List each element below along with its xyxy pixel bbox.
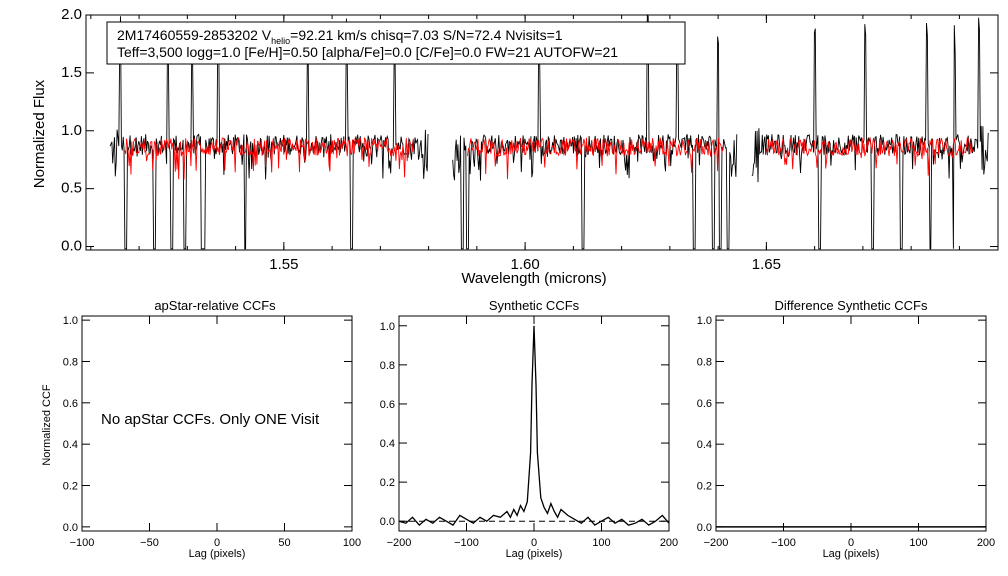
- spectrum-series-observed: [751, 17, 989, 250]
- spectrum-series-model: [467, 137, 724, 180]
- info-box: [106, 21, 686, 65]
- apstar-ccf-ytick-label: 0.0: [63, 522, 78, 534]
- spectrum-series-model: [766, 136, 974, 176]
- synthetic-ccf-xtick-label: 200: [660, 537, 678, 549]
- apstar-ccf-ytick-label: 1.0: [63, 315, 78, 327]
- difference-ccf-ytick-label: 1.0: [697, 315, 712, 327]
- synthetic-ccf-panel: Synthetic CCFs −200 −100 0 100 200 0.0 0.2 0.4 0…: [380, 298, 678, 560]
- synthetic-ccf-ytick-label: 0.0: [380, 516, 395, 528]
- difference-ccf-xtick-label: 0: [848, 537, 854, 549]
- synthetic-ccf-ytick-label: 0.6: [380, 399, 395, 411]
- apstar-ccf-xtick-label: 0: [214, 537, 220, 549]
- info-line-1: 2M17460559-2853202 Vhelio=92.21 km/s chi…: [117, 27, 563, 46]
- spectrum-ytick-label: 1.0: [61, 122, 82, 139]
- synthetic-ccf-ytick-label: 0.8: [380, 360, 395, 372]
- apstar-ccf-note: No apStar CCFs. Only ONE Visit: [101, 411, 320, 428]
- synthetic-ccf-ytick-label: 0.4: [380, 438, 395, 450]
- apstar-ccf-y-axis-label: Normalized CCF: [41, 384, 53, 466]
- difference-ccf-xtick-label: 100: [909, 537, 927, 549]
- spectrum-series-group: [109, 14, 989, 250]
- synthetic-ccf-ytick-label: 1.0: [380, 321, 395, 333]
- apstar-ccf-ytick-label: 0.4: [63, 439, 78, 451]
- difference-ccf-ticks: −200 −100 0 100 200 0.0 0.2 0.4 0.6 0.8 1.0: [697, 315, 995, 549]
- v-value: =92.21 km/s: [290, 27, 367, 43]
- difference-ccf-ytick-label: 0.0: [697, 522, 712, 534]
- apstar-ccf-xtick-label: −100: [70, 537, 95, 549]
- difference-ccf-ytick-label: 0.6: [697, 398, 712, 410]
- spectrum-xtick-label: 1.65: [752, 256, 781, 273]
- difference-ccf-ytick-label: 0.4: [697, 439, 712, 451]
- star-id: 2M17460559-2853202: [117, 27, 258, 43]
- spectrum-xtick-label: 1.55: [269, 256, 298, 273]
- v-label: V: [262, 27, 272, 43]
- spectrum-ticks: 1.55 1.60 1.65 0.0 0.5 1.0 1.5 2.0: [61, 6, 998, 273]
- spectrum-ytick-label: 0.5: [61, 180, 82, 197]
- synthetic-ccf-xtick-label: −100: [454, 537, 479, 549]
- spectrum-xtick-label: 1.60: [511, 256, 540, 273]
- apstar-ccf-panel: apStar-relative CCFs −100 −50 0 50 100 0.0 0.2…: [41, 298, 361, 560]
- synthetic-ccf-title: Synthetic CCFs: [489, 298, 580, 313]
- synthetic-ccf-xtick-label: 100: [592, 537, 610, 549]
- synthetic-ccf-line: [398, 325, 670, 527]
- difference-ccf-frame: [715, 315, 987, 532]
- spectrum-ytick-label: 0.0: [61, 238, 82, 255]
- difference-ccf-xtick-label: −100: [771, 537, 796, 549]
- spectrum-ytick-label: 2.0: [61, 6, 82, 23]
- apstar-ccf-ytick-label: 0.6: [63, 398, 78, 410]
- apstar-ccf-xtick-label: 50: [278, 537, 290, 549]
- difference-ccf-ytick-label: 0.2: [697, 481, 712, 493]
- apstar-ccf-ytick-label: 0.8: [63, 356, 78, 368]
- apstar-ccf-x-axis-label: Lag (pixels): [189, 548, 246, 560]
- spectrum-x-axis-label: Wavelength (microns): [461, 270, 606, 287]
- difference-ccf-title: Difference Synthetic CCFs: [775, 298, 928, 313]
- synthetic-ccf-ticks: −200 −100 0 100 200 0.0 0.2 0.4 0.6 0.8 1.0: [380, 316, 678, 549]
- apstar-ccf-xtick-label: 100: [343, 537, 361, 549]
- difference-ccf-ytick-label: 0.8: [697, 356, 712, 368]
- spectrum-ytick-label: 1.5: [61, 64, 82, 81]
- spectrum-y-axis-label: Normalized Flux: [31, 79, 48, 188]
- difference-ccf-x-axis-label: Lag (pixels): [823, 548, 880, 560]
- difference-ccf-xtick-label: 200: [977, 537, 995, 549]
- spectrum-series-model: [124, 136, 414, 180]
- fit-stats: chisq=7.03 S/N=72.4 Nvisits=1: [371, 27, 563, 43]
- spectrum-series-observed: [109, 16, 429, 250]
- synthetic-ccf-xtick-label: 0: [531, 537, 537, 549]
- difference-ccf-panel: Difference Synthetic CCFs −200 −100 0 100 20…: [697, 298, 995, 560]
- synthetic-ccf-series-group: [398, 325, 670, 527]
- synthetic-ccf-x-axis-label: Lag (pixels): [506, 548, 563, 560]
- apstar-ccf-ytick-label: 0.2: [63, 481, 78, 493]
- apstar-ccf-ticks: −100 −50 0 50 100 0.0 0.2 0.4 0.6 0.8 1.0: [63, 315, 361, 549]
- info-line-2: Teff=3,500 logg=1.0 [Fe/H]=0.50 [alpha/F…: [117, 44, 618, 60]
- synthetic-ccf-frame: [398, 315, 670, 532]
- difference-ccf-xtick-label: −200: [704, 537, 729, 549]
- synthetic-ccf-xtick-label: −200: [387, 537, 412, 549]
- v-subscript: helio: [271, 36, 290, 46]
- spectrum-panel: 1.55 1.60 1.65 0.0 0.5 1.0 1.5 2.0 Wavelength (…: [31, 6, 999, 287]
- spectrum-plot-frame: [85, 14, 999, 251]
- apstar-ccf-xtick-label: −50: [140, 537, 159, 549]
- synthetic-ccf-ytick-label: 0.2: [380, 477, 395, 489]
- apstar-ccf-title: apStar-relative CCFs: [154, 298, 276, 313]
